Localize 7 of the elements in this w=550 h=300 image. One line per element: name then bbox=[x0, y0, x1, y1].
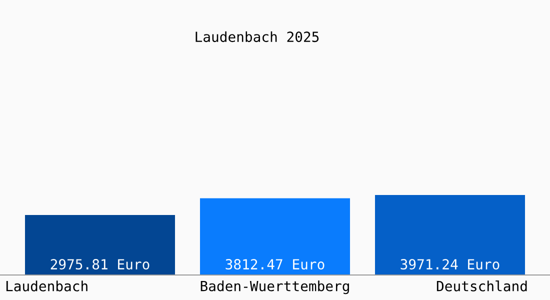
chart-title: Laudenbach 2025 bbox=[196, 31, 319, 42]
data-label: 3812.47 Euro bbox=[226, 259, 324, 270]
x-tick-label: Laudenbach bbox=[6, 280, 88, 292]
data-label: 3971.24 Euro bbox=[400, 259, 500, 270]
x-tick-label: Deutschland bbox=[436, 280, 527, 292]
x-tick-label: Baden-Wuerttemberg bbox=[200, 280, 349, 294]
data-label: 2975.81 Euro bbox=[50, 259, 150, 270]
